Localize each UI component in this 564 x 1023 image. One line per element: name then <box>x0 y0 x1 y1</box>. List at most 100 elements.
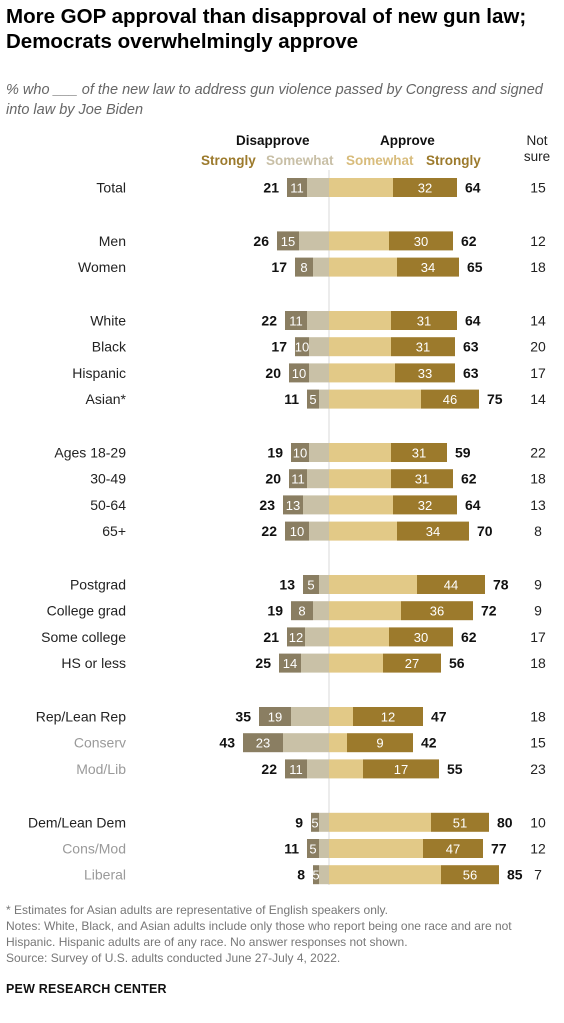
row-label-liberal: Liberal <box>84 867 126 883</box>
bar-approve-strongly-ages-18-29 <box>391 443 447 462</box>
label-approve-somewhat-white: 31 <box>417 314 431 329</box>
bar-approve-strongly-liberal <box>441 865 499 885</box>
bar-approve-somewhat-hispanic <box>329 363 395 383</box>
label-approve-somewhat-conserv: 9 <box>376 736 383 751</box>
bar-disapprove-somewhat-mod-lib <box>307 759 329 779</box>
bar-disapprove-strongly-total <box>287 178 307 197</box>
label-approve-somewhat-dem-lean-dem: 51 <box>453 815 467 830</box>
bar-disapprove-somewhat-black <box>309 337 329 357</box>
legend-disapprove-somewhat: Somewhat <box>266 153 334 168</box>
total-disapprove-mod-lib: 22 <box>261 761 277 777</box>
not-sure-hs-or-less: 18 <box>530 655 546 671</box>
not-sure-white: 14 <box>530 313 546 329</box>
label-approve-somewhat-college-grad: 36 <box>430 604 444 619</box>
bar-approve-strongly-65 <box>397 521 469 541</box>
bar-approve-somewhat-liberal <box>329 865 441 885</box>
label-approve-somewhat-rep-lean-rep: 12 <box>381 710 395 725</box>
bar-approve-strongly-white <box>391 311 457 330</box>
bar-approve-somewhat-30-49 <box>329 469 391 489</box>
not-sure-college-grad: 9 <box>534 603 542 619</box>
note-definitions: Notes: White, Black, and Asian adults in… <box>6 919 512 949</box>
notes-block: * Estimates for Asian adults are represe… <box>6 902 558 966</box>
not-sure-50-64: 13 <box>530 497 546 513</box>
bar-approve-somewhat-65 <box>329 521 397 541</box>
bar-approve-somewhat-asian <box>329 389 421 409</box>
bar-approve-strongly-cons-mod <box>423 839 483 858</box>
not-sure-cons-mod: 12 <box>530 841 546 857</box>
total-approve-ages-18-29: 59 <box>455 445 471 461</box>
bar-disapprove-strongly-hispanic <box>289 363 309 383</box>
bar-disapprove-somewhat-50-64 <box>303 495 329 515</box>
row-label-postgrad: Postgrad <box>70 577 126 593</box>
bar-approve-somewhat-hs-or-less <box>329 653 383 673</box>
label-disapprove-somewhat-ages-18-29: 10 <box>293 446 307 461</box>
not-sure-rep-lean-rep: 18 <box>530 709 546 725</box>
bar-disapprove-strongly-some-college <box>287 627 305 647</box>
not-sure-total: 15 <box>530 180 546 196</box>
bar-approve-somewhat-men <box>329 231 389 251</box>
total-disapprove-some-college: 21 <box>263 629 279 645</box>
label-approve-somewhat-50-64: 32 <box>418 498 432 513</box>
bar-approve-somewhat-black <box>329 337 391 357</box>
bar-disapprove-somewhat-white <box>307 311 329 330</box>
total-disapprove-hs-or-less: 25 <box>255 655 271 671</box>
header-disapprove: Disapprove <box>236 133 310 148</box>
label-approve-somewhat-postgrad: 44 <box>444 578 458 593</box>
label-disapprove-somewhat-liberal: 5 <box>312 868 319 883</box>
bar-approve-strongly-some-college <box>389 627 453 647</box>
label-disapprove-somewhat-total: 11 <box>290 181 304 196</box>
bar-approve-strongly-college-grad <box>401 601 473 621</box>
label-disapprove-somewhat-rep-lean-rep: 19 <box>268 710 282 725</box>
row-label-college-grad: College grad <box>47 603 126 619</box>
not-sure-hispanic: 17 <box>530 365 546 381</box>
bar-disapprove-strongly-rep-lean-rep <box>259 707 291 726</box>
total-approve-hs-or-less: 56 <box>449 655 465 671</box>
total-disapprove-30-49: 20 <box>265 471 281 487</box>
total-disapprove-65: 22 <box>261 523 277 539</box>
bar-approve-strongly-asian <box>421 389 479 409</box>
label-disapprove-somewhat-65: 10 <box>290 524 304 539</box>
label-approve-somewhat-some-college: 30 <box>414 630 428 645</box>
not-sure-liberal: 7 <box>534 867 542 883</box>
not-sure-dem-lean-dem: 10 <box>530 814 546 830</box>
label-disapprove-somewhat-mod-lib: 11 <box>289 762 303 777</box>
total-disapprove-dem-lean-dem: 9 <box>295 814 303 830</box>
label-disapprove-somewhat-cons-mod: 5 <box>309 842 316 857</box>
total-disapprove-rep-lean-rep: 35 <box>235 709 251 725</box>
not-sure-some-college: 17 <box>530 629 546 645</box>
row-label-some-college: Some college <box>41 629 126 645</box>
legend-approve-strongly: Strongly <box>426 153 481 168</box>
row-label-50-64: 50-64 <box>90 497 126 513</box>
total-approve-women: 65 <box>467 259 483 275</box>
bar-disapprove-strongly-65 <box>285 521 309 541</box>
bar-disapprove-strongly-college-grad <box>291 601 313 621</box>
legend-disapprove-strongly: Strongly <box>201 153 256 168</box>
label-disapprove-somewhat-some-college: 12 <box>289 630 303 645</box>
bar-disapprove-somewhat-total <box>307 178 329 197</box>
header-approve: Approve <box>380 133 435 148</box>
not-sure-asian: 14 <box>530 391 546 407</box>
bar-disapprove-somewhat-rep-lean-rep <box>291 707 329 726</box>
bar-disapprove-strongly-30-49 <box>289 469 307 489</box>
bar-approve-strongly-dem-lean-dem <box>431 812 489 832</box>
total-approve-50-64: 64 <box>465 497 481 513</box>
label-approve-somewhat-ages-18-29: 31 <box>412 446 426 461</box>
bar-disapprove-somewhat-asian <box>319 389 329 409</box>
bar-disapprove-somewhat-some-college <box>305 627 329 647</box>
total-approve-some-college: 62 <box>461 629 477 645</box>
total-approve-white: 64 <box>465 313 481 329</box>
total-approve-65: 70 <box>477 523 493 539</box>
not-sure-ages-18-29: 22 <box>530 445 546 461</box>
row-label-hs-or-less: HS or less <box>61 655 126 671</box>
bar-approve-strongly-conserv <box>347 733 413 753</box>
bar-disapprove-somewhat-college-grad <box>313 601 329 621</box>
total-approve-cons-mod: 77 <box>491 841 507 857</box>
bar-approve-somewhat-rep-lean-rep <box>329 707 353 726</box>
total-approve-hispanic: 63 <box>463 365 479 381</box>
bar-disapprove-strongly-dem-lean-dem <box>311 812 319 832</box>
total-disapprove-women: 17 <box>271 259 287 275</box>
bar-disapprove-somewhat-dem-lean-dem <box>319 812 329 832</box>
bar-approve-somewhat-conserv <box>329 733 347 753</box>
bar-approve-strongly-men <box>389 231 453 251</box>
total-approve-rep-lean-rep: 47 <box>431 709 447 725</box>
